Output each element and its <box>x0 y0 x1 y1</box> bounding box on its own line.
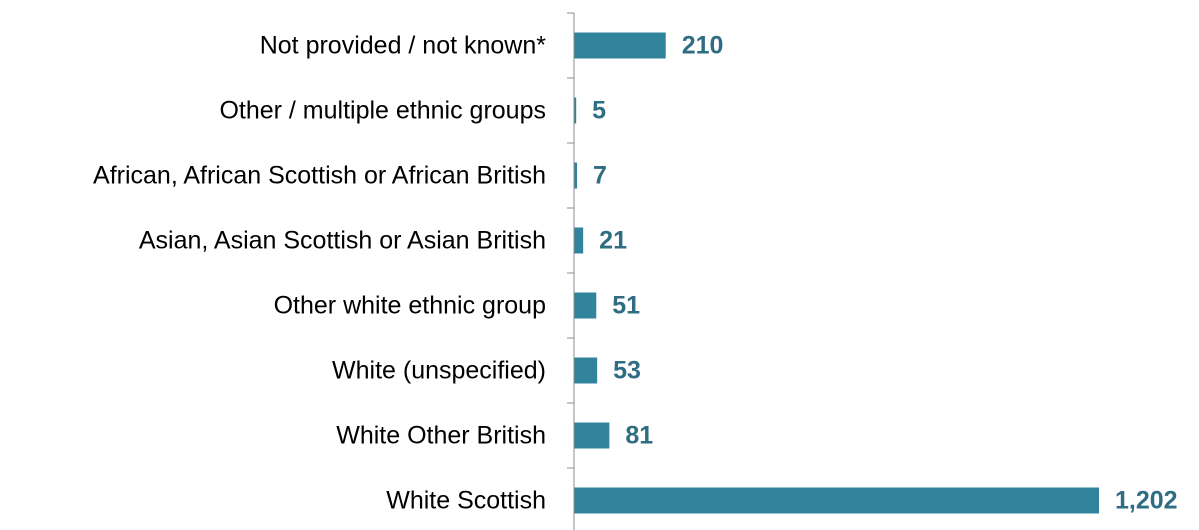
bar <box>574 357 598 384</box>
category-label: African, African Scottish or African Bri… <box>93 162 546 190</box>
category-label: Other white ethnic group <box>274 292 546 320</box>
category-label: Other / multiple ethnic groups <box>219 97 546 125</box>
bar <box>574 97 577 124</box>
category-label: White Other British <box>336 422 546 450</box>
bar <box>574 162 578 189</box>
category-label: Asian, Asian Scottish or Asian British <box>139 227 546 255</box>
bar <box>574 487 1099 514</box>
bar <box>574 227 584 254</box>
value-labels-group: 210 5 7 21 51 53 81 1,202 <box>592 32 1177 515</box>
value-label: 81 <box>625 422 653 450</box>
value-label: 210 <box>682 32 724 60</box>
category-axis <box>567 12 575 530</box>
category-label: Not provided / not known* <box>260 32 547 60</box>
category-labels-group: Not provided / not known* Other / multipl… <box>93 32 546 515</box>
bars-group <box>574 32 1099 514</box>
value-label: 53 <box>613 357 641 385</box>
value-label: 1,202 <box>1115 487 1178 515</box>
category-label: White (unspecified) <box>332 357 546 385</box>
bar <box>574 32 666 59</box>
value-label: 7 <box>593 162 607 190</box>
value-label: 5 <box>592 97 606 125</box>
value-label: 51 <box>612 292 640 320</box>
value-label: 21 <box>599 227 627 255</box>
category-label: White Scottish <box>386 487 546 515</box>
bar <box>574 292 597 319</box>
bar <box>574 422 610 449</box>
